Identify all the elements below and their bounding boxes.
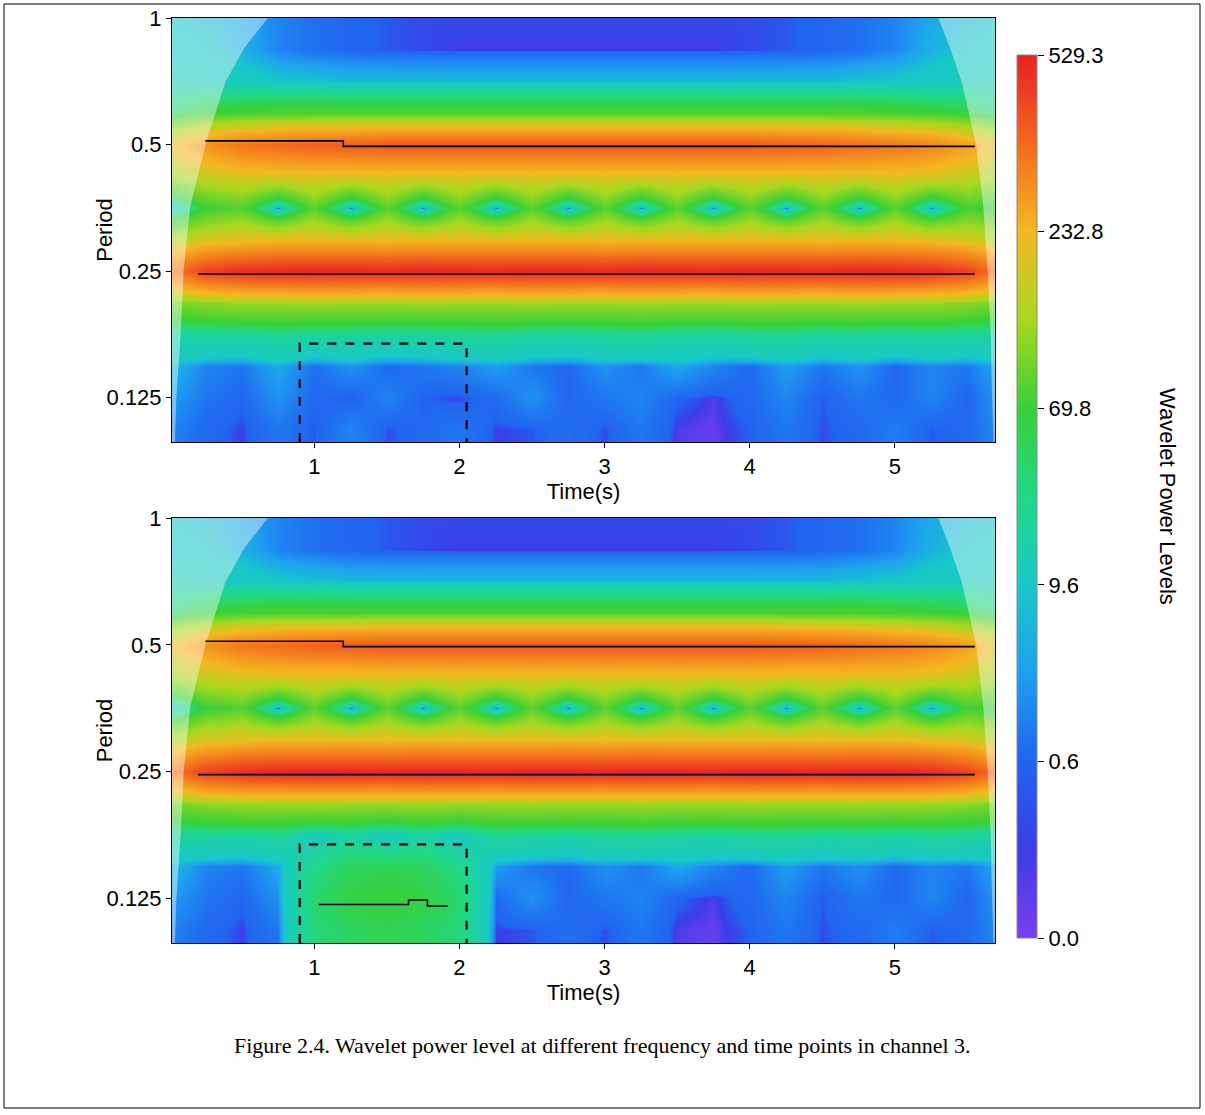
svg-text:Figure 2.4. Wavelet power leve: Figure 2.4. Wavelet power level at diffe… [234,1033,971,1058]
svg-text:Period: Period [92,699,117,763]
svg-text:1: 1 [149,506,161,531]
svg-text:2: 2 [453,955,465,980]
svg-text:9.6: 9.6 [1048,573,1079,598]
svg-text:1: 1 [149,6,161,31]
svg-text:1: 1 [308,955,320,980]
svg-text:0.5: 0.5 [131,633,162,658]
svg-text:4: 4 [744,454,756,479]
svg-text:0.25: 0.25 [119,259,162,284]
svg-text:0.6: 0.6 [1048,749,1079,774]
svg-text:69.8: 69.8 [1048,396,1091,421]
svg-text:232.8: 232.8 [1048,219,1103,244]
svg-text:Time(s): Time(s) [547,980,621,1005]
svg-text:0.125: 0.125 [107,385,162,410]
svg-text:Period: Period [92,198,117,262]
svg-text:3: 3 [598,454,610,479]
svg-text:0.25: 0.25 [119,759,162,784]
svg-text:5: 5 [889,955,901,980]
svg-text:4: 4 [744,955,756,980]
svg-text:0.5: 0.5 [131,132,162,157]
svg-text:5: 5 [889,454,901,479]
svg-text:2: 2 [453,454,465,479]
svg-text:1: 1 [308,454,320,479]
svg-text:3: 3 [598,955,610,980]
svg-text:0.0: 0.0 [1048,926,1079,951]
svg-text:Wavelet Power Levels: Wavelet Power Levels [1155,388,1180,605]
svg-text:529.3: 529.3 [1048,43,1103,68]
svg-text:0.125: 0.125 [107,886,162,911]
svg-text:Time(s): Time(s) [547,479,621,504]
